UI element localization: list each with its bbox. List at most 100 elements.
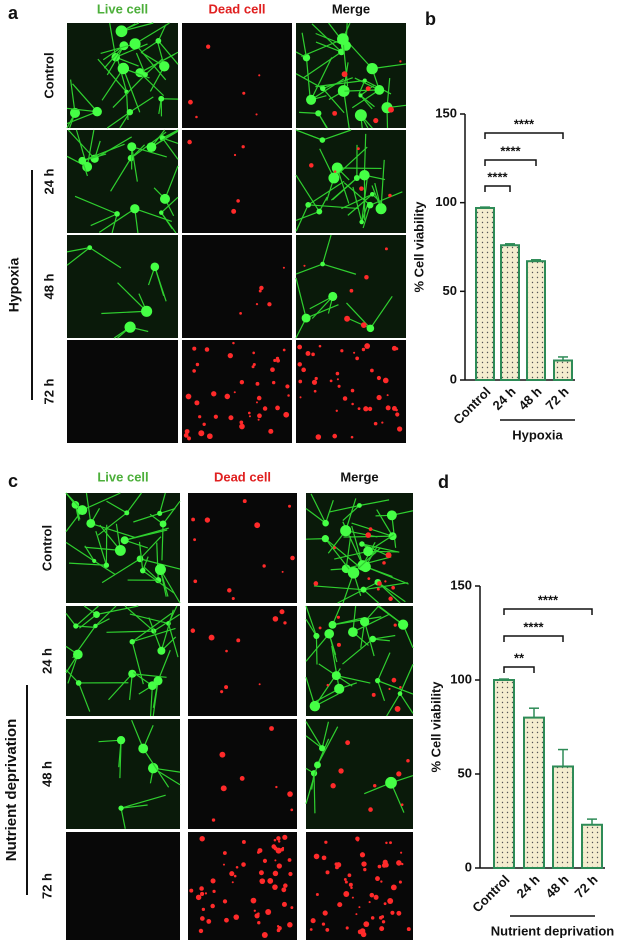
neurite <box>124 539 148 549</box>
soma <box>313 632 320 640</box>
soma <box>69 107 81 118</box>
significance-label: **** <box>487 169 508 184</box>
y-axis-label: % Cell viability <box>411 201 426 293</box>
neurite <box>157 24 167 42</box>
dead-cell <box>364 274 369 280</box>
dead-cell <box>232 341 235 345</box>
soma <box>77 505 88 516</box>
dead-cell <box>370 368 374 373</box>
dead-cell <box>210 903 215 909</box>
dead-cell <box>254 522 261 529</box>
dead-cell <box>306 351 309 354</box>
dead-cell <box>255 113 258 116</box>
dead-cell <box>220 690 224 694</box>
dead-cell <box>187 436 191 441</box>
dead-cell <box>257 848 263 854</box>
neurite <box>386 693 401 717</box>
dead-cell <box>222 851 227 855</box>
dead-cell <box>272 616 279 622</box>
dead-cell <box>297 362 302 367</box>
dead-cell <box>350 388 355 393</box>
dead-cell <box>283 621 287 625</box>
soma <box>116 735 126 745</box>
neurite <box>345 535 352 569</box>
neurite <box>313 773 316 814</box>
soma <box>357 503 362 508</box>
dead-cell <box>395 412 400 417</box>
neurite <box>305 721 323 749</box>
dead-cell <box>239 423 245 430</box>
dead-cell <box>189 888 194 893</box>
neurite <box>305 735 323 749</box>
dead-cell <box>287 791 293 797</box>
dead-cell <box>265 909 272 916</box>
neurite <box>351 89 380 109</box>
soma <box>142 72 148 78</box>
column-header: Live cell <box>97 1 148 16</box>
dead-cell <box>225 649 228 653</box>
dead-cell <box>273 358 277 363</box>
neurite <box>152 680 159 717</box>
neurite <box>86 129 95 167</box>
soma <box>128 669 137 678</box>
dead-cell <box>212 889 216 894</box>
dead-cell <box>363 406 369 412</box>
row-label: 48 h <box>39 761 54 787</box>
y-tick-label: 50 <box>458 765 472 780</box>
error-bar <box>587 818 597 825</box>
dead-cell <box>311 379 318 385</box>
soma <box>305 202 311 208</box>
dead-cell <box>340 349 344 353</box>
neurite <box>328 633 338 663</box>
soma <box>120 536 129 545</box>
dead-cell <box>193 579 198 584</box>
neurite <box>66 247 90 253</box>
dead-cell <box>276 925 280 928</box>
micrograph <box>66 832 180 940</box>
neurite <box>353 547 381 574</box>
neurite <box>118 740 122 768</box>
dead-cell <box>310 918 316 924</box>
soma <box>358 93 363 98</box>
micrograph <box>66 22 179 129</box>
soma <box>320 85 326 92</box>
neurite <box>364 621 375 657</box>
neurite <box>142 570 175 594</box>
error-bar <box>529 707 539 718</box>
dead-cell <box>380 915 385 919</box>
neurite <box>154 266 167 302</box>
soma <box>93 623 98 629</box>
x-tick-label: 48 h <box>543 872 572 901</box>
dead-cell <box>219 751 226 758</box>
soma <box>375 203 387 215</box>
neurite <box>101 68 124 101</box>
column-header: Merge <box>340 469 378 484</box>
dead-cell <box>259 285 264 291</box>
dead-cell <box>235 865 239 869</box>
dead-cell <box>255 401 258 404</box>
soma <box>315 110 322 117</box>
dead-cell <box>222 899 228 904</box>
neurite <box>143 566 159 581</box>
dead-cell <box>236 199 240 203</box>
dead-cell <box>388 193 392 198</box>
micrograph <box>67 340 178 443</box>
neurite <box>82 143 125 162</box>
dead-cell <box>348 882 353 887</box>
neurite <box>115 43 148 58</box>
significance-label: **** <box>500 143 521 158</box>
dead-cell <box>358 906 361 909</box>
neurite <box>305 605 317 637</box>
dead-cell <box>239 311 242 315</box>
error-bar <box>505 243 515 246</box>
neurite <box>305 508 326 524</box>
dead-cell <box>224 393 231 400</box>
soma <box>375 678 381 684</box>
neurite <box>377 652 391 681</box>
dead-cell <box>359 852 366 858</box>
neurite <box>160 609 174 651</box>
dead-cell <box>298 379 303 384</box>
group-label: Nutrient deprivation <box>3 719 20 862</box>
dead-cell <box>283 411 290 418</box>
dead-cell <box>333 170 337 173</box>
